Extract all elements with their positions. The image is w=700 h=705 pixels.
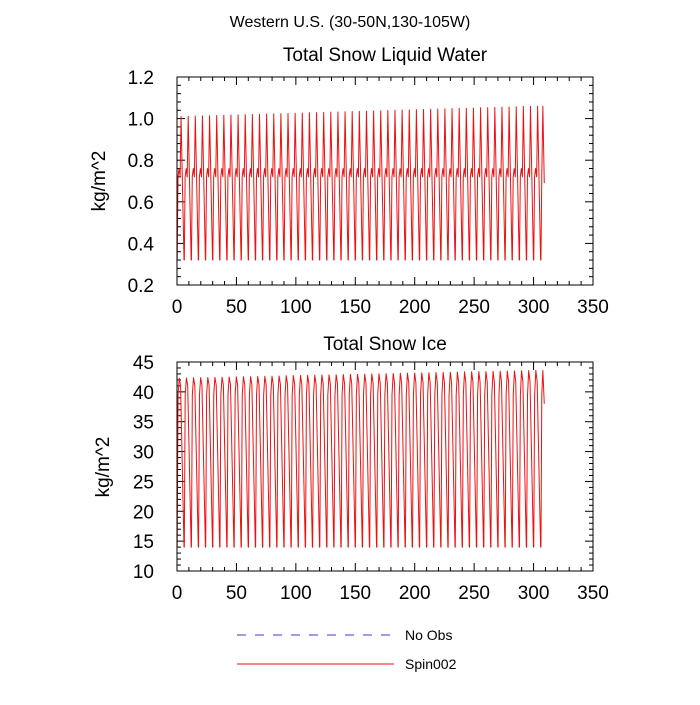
y-tick-label: 20: [133, 502, 154, 523]
y-tick-label: 40: [133, 383, 154, 404]
y-tick-label: 30: [133, 443, 154, 464]
y-tick-label: 0.4: [128, 234, 155, 255]
x-tick-label: 200: [399, 297, 431, 318]
x-tick-label: 0: [172, 583, 183, 604]
series-line-spin002: [176, 105, 545, 261]
y-tick-label: 0.6: [128, 193, 154, 214]
x-tick-label: 50: [226, 297, 247, 318]
tick-labels: 0 50 100 150 200 250 300 350 0.2 0.4 0.6 0.8 1.0 1.2: [128, 68, 609, 318]
series-group: [176, 105, 545, 261]
plot-frame: [176, 361, 594, 572]
x-tick-label: 200: [399, 583, 431, 604]
y-tick-label: 25: [133, 472, 154, 493]
chart-title: Total Snow Liquid Water: [283, 45, 488, 66]
y-tick-label: 35: [133, 413, 154, 434]
y-tick-label: 45: [133, 353, 154, 374]
x-tick-label: 300: [518, 297, 550, 318]
y-axis-label: kg/m^2: [93, 437, 114, 498]
x-tick-label: 50: [226, 583, 247, 604]
x-tick-label: 100: [280, 583, 312, 604]
series-group: [176, 369, 545, 548]
x-tick-label: 150: [339, 583, 371, 604]
series-line-spin002: [176, 369, 545, 548]
y-tick-label: 10: [133, 562, 154, 583]
x-tick-label: 300: [518, 583, 550, 604]
x-tick-label: 250: [458, 583, 490, 604]
y-tick-label: 15: [133, 532, 154, 553]
chart-title: Total Snow Ice: [323, 334, 447, 355]
x-tick-label: 150: [339, 297, 371, 318]
figure-title: Western U.S. (30-50N,130-105W): [230, 14, 471, 31]
y-tick-label: 1.0: [128, 110, 154, 131]
y-tick-label: 0.2: [128, 276, 154, 297]
legend-label-spin002: Spin002: [405, 656, 457, 672]
tick-labels: 0 50 100 150 200 250 300 350 10 15 20 25 30 35 40 45: [133, 353, 609, 604]
x-tick-label: 350: [577, 297, 609, 318]
x-tick-label: 250: [458, 297, 490, 318]
chart-panel-snow-ice: Total Snow Ice kg/m^2 0 50 100 150 200 250 300…: [93, 334, 609, 604]
legend-label-no-obs: No Obs: [405, 627, 452, 643]
y-tick-label: 0.8: [128, 151, 154, 172]
legend: No Obs Spin002: [237, 627, 457, 672]
y-tick-label: 1.2: [128, 68, 154, 89]
plot-frame: [176, 76, 594, 286]
y-axis-label: kg/m^2: [89, 151, 110, 212]
x-tick-label: 350: [577, 583, 609, 604]
x-tick-label: 100: [280, 297, 312, 318]
x-tick-label: 0: [172, 297, 183, 318]
chart-panel-snow-liquid-water: Total Snow Liquid Water kg/m^2 0 50 100 150…: [89, 45, 609, 318]
